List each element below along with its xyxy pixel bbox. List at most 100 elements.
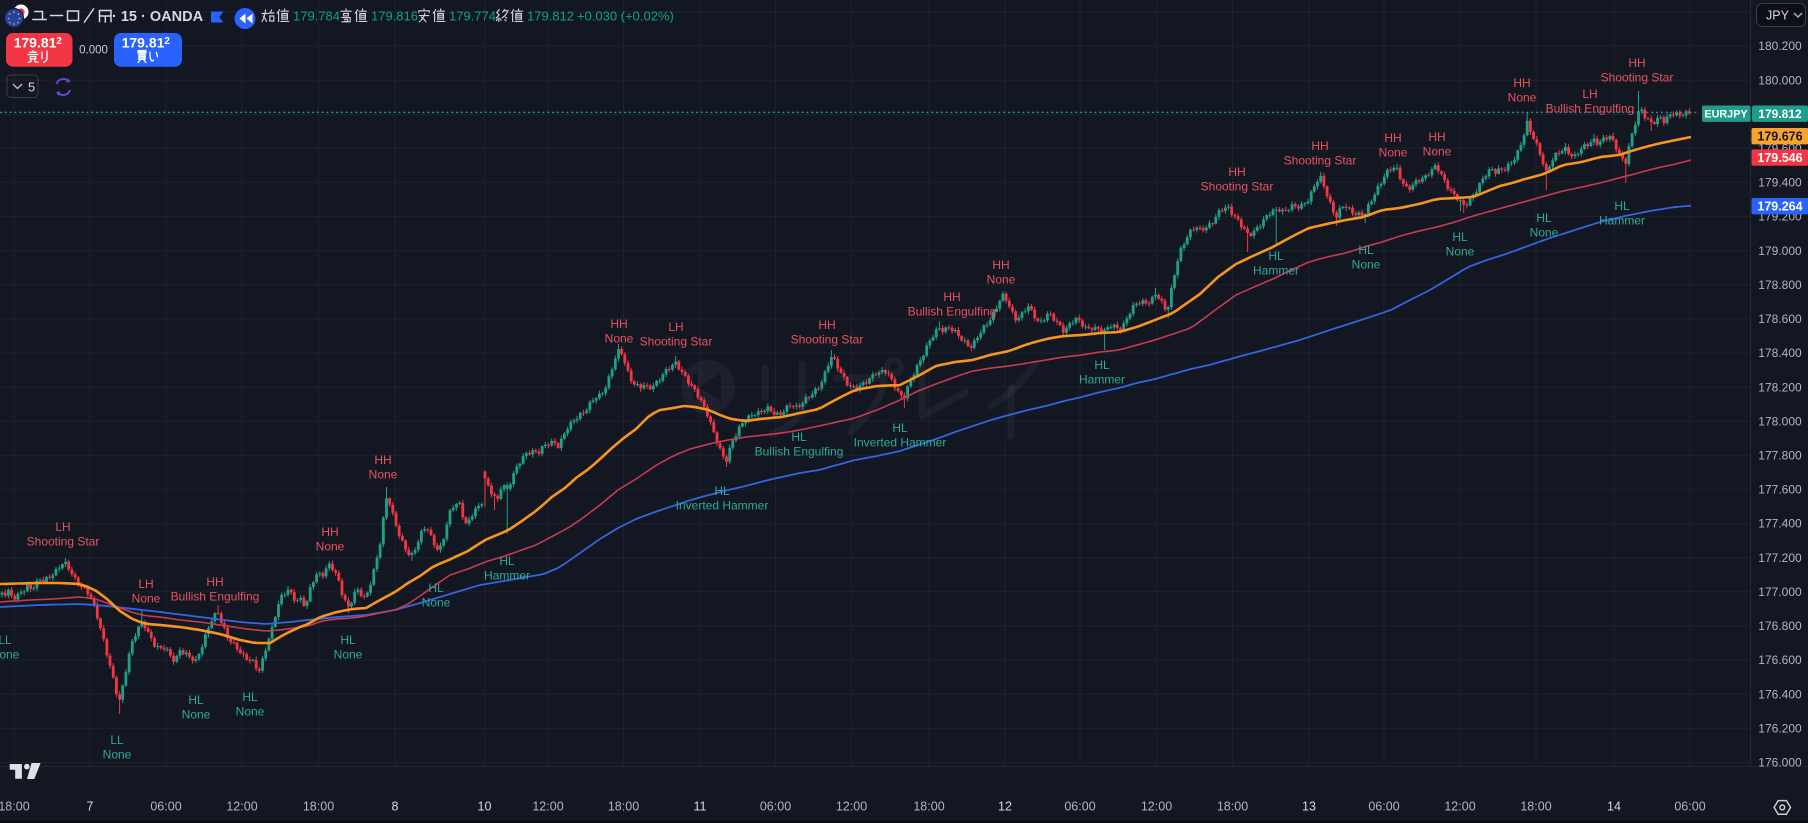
svg-text:LL: LL: [0, 633, 12, 647]
svg-text:None: None: [132, 592, 161, 606]
svg-text:None: None: [1508, 91, 1537, 105]
svg-text:· 15 · OANDA: · 15 · OANDA: [112, 9, 204, 25]
svg-text:179.81: 179.81: [14, 35, 57, 51]
svg-text:176.200: 176.200: [1758, 721, 1802, 735]
svg-text:None: None: [103, 748, 132, 762]
svg-text:HH: HH: [1628, 56, 1645, 70]
svg-text:14: 14: [1607, 800, 1621, 814]
svg-text:06:00: 06:00: [1674, 800, 1705, 814]
svg-text:Inverted Hammer: Inverted Hammer: [854, 436, 947, 450]
svg-text:176.600: 176.600: [1758, 653, 1802, 667]
svg-text:HL: HL: [428, 581, 444, 595]
svg-text:179.81: 179.81: [122, 35, 165, 51]
svg-text:Bullish Engulfing: Bullish Engulfing: [755, 445, 844, 459]
svg-text:176.400: 176.400: [1758, 687, 1802, 701]
svg-text:HH: HH: [1428, 130, 1445, 144]
svg-text:None: None: [422, 596, 451, 610]
svg-text:HL: HL: [1536, 211, 1552, 225]
svg-text:HL: HL: [340, 633, 356, 647]
svg-text:LL: LL: [110, 733, 124, 747]
svg-text:Inverted Hammer: Inverted Hammer: [676, 499, 769, 513]
svg-text:HL: HL: [791, 430, 807, 444]
svg-text:HH: HH: [321, 525, 338, 539]
svg-text:18:00: 18:00: [0, 800, 30, 814]
svg-text:Shooting Star: Shooting Star: [27, 535, 100, 549]
svg-text:12: 12: [998, 800, 1012, 814]
svg-text:18:00: 18:00: [913, 800, 944, 814]
svg-text:180.000: 180.000: [1758, 73, 1802, 87]
svg-text:EURJPY: EURJPY: [1704, 109, 1748, 121]
svg-text:178.000: 178.000: [1758, 414, 1802, 428]
svg-text:LH: LH: [1582, 87, 1597, 101]
svg-text:HH: HH: [1384, 131, 1401, 145]
svg-text:13: 13: [1302, 800, 1316, 814]
svg-text:HL: HL: [242, 690, 258, 704]
svg-text:Bullish Engulfing: Bullish Engulfing: [1546, 102, 1635, 116]
svg-text:12:00: 12:00: [226, 800, 257, 814]
svg-text:176.000: 176.000: [1758, 756, 1802, 770]
svg-text:LH: LH: [668, 320, 683, 334]
svg-text:177.800: 177.800: [1758, 449, 1802, 463]
svg-text:18:00: 18:00: [1217, 800, 1248, 814]
svg-text:179.774: 179.774: [449, 9, 496, 24]
svg-text:HH: HH: [1513, 76, 1530, 90]
svg-text:HH: HH: [943, 290, 960, 304]
svg-text:None: None: [1423, 145, 1452, 159]
svg-text:177.200: 177.200: [1758, 551, 1802, 565]
svg-text:Shooting Star: Shooting Star: [1284, 154, 1357, 168]
svg-text:177.400: 177.400: [1758, 517, 1802, 531]
svg-text:177.000: 177.000: [1758, 585, 1802, 599]
svg-text:HL: HL: [714, 484, 730, 498]
svg-text:LH: LH: [55, 520, 70, 534]
svg-text:178.800: 178.800: [1758, 278, 1802, 292]
svg-text:179.812: 179.812: [527, 9, 574, 24]
svg-text:8: 8: [392, 800, 399, 814]
svg-text:Bullish Engulfing: Bullish Engulfing: [171, 590, 260, 604]
svg-text:None: None: [1379, 146, 1408, 160]
svg-text:Hammer: Hammer: [1253, 264, 1299, 278]
svg-text:HH: HH: [818, 318, 835, 332]
svg-text:179.784: 179.784: [293, 9, 340, 24]
svg-text:None: None: [1530, 226, 1559, 240]
svg-text:12:00: 12:00: [1444, 800, 1475, 814]
svg-text:176.800: 176.800: [1758, 619, 1802, 633]
svg-text:HH: HH: [374, 453, 391, 467]
svg-text:HL: HL: [1358, 243, 1374, 257]
svg-text:HH: HH: [992, 258, 1009, 272]
svg-text:Bullish Engulfing: Bullish Engulfing: [908, 305, 997, 319]
svg-text:179.400: 179.400: [1758, 176, 1802, 190]
svg-text:12:00: 12:00: [1141, 800, 1172, 814]
svg-text:18:00: 18:00: [608, 800, 639, 814]
svg-text:18:00: 18:00: [1520, 800, 1551, 814]
svg-text:179.000: 179.000: [1758, 244, 1802, 258]
svg-text:178.600: 178.600: [1758, 312, 1802, 326]
svg-text:11: 11: [694, 800, 707, 814]
svg-text:Hammer: Hammer: [484, 569, 530, 583]
svg-text:5: 5: [28, 80, 35, 95]
svg-text:179.816: 179.816: [371, 9, 418, 24]
svg-text:None: None: [316, 540, 345, 554]
svg-text:HH: HH: [610, 317, 627, 331]
svg-text:179.264: 179.264: [1757, 200, 1802, 214]
svg-text:None: None: [1352, 258, 1381, 272]
svg-text:178.400: 178.400: [1758, 346, 1802, 360]
svg-text:18:00: 18:00: [303, 800, 334, 814]
svg-text:HL: HL: [499, 554, 515, 568]
svg-text:LH: LH: [138, 577, 153, 591]
svg-text:180.200: 180.200: [1758, 39, 1802, 53]
svg-text:HL: HL: [188, 693, 204, 707]
svg-text:HL: HL: [1268, 249, 1284, 263]
svg-text:177.600: 177.600: [1758, 483, 1802, 497]
svg-text:12:00: 12:00: [532, 800, 563, 814]
svg-text:Hammer: Hammer: [1079, 373, 1125, 387]
svg-text:Shooting Star: Shooting Star: [1201, 180, 1274, 194]
svg-text:2: 2: [164, 36, 170, 47]
svg-text:179.676: 179.676: [1757, 130, 1802, 144]
svg-text:12:00: 12:00: [836, 800, 867, 814]
svg-text:HL: HL: [1094, 358, 1110, 372]
svg-text:06:00: 06:00: [1368, 800, 1399, 814]
svg-text:06:00: 06:00: [1064, 800, 1095, 814]
svg-text:None: None: [236, 705, 265, 719]
svg-text:10: 10: [478, 800, 492, 814]
svg-text:Shooting Star: Shooting Star: [640, 335, 713, 349]
